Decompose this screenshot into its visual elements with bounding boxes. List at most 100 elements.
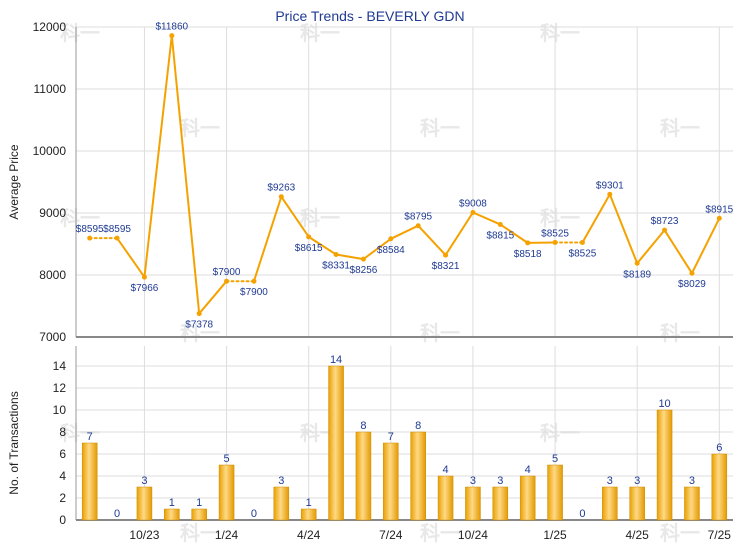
price-line-segment	[690, 217, 721, 275]
txn-bar-label: 7	[87, 431, 93, 443]
txn-bar-label: 3	[607, 475, 613, 487]
txn-bar-label: 3	[689, 475, 695, 487]
txn-bar-label: 5	[552, 453, 558, 465]
txn-x-tick-label: 10/24	[458, 528, 488, 542]
txn-y-axis-title: No. of Transactions	[7, 391, 21, 494]
watermark-text: 科一	[300, 21, 340, 45]
txn-bar	[465, 486, 481, 521]
txn-bar-label: 3	[634, 475, 640, 487]
price-line-segment	[280, 195, 310, 238]
price-y-tick-label: 12000	[33, 20, 67, 34]
watermark-text: 科一	[60, 421, 100, 445]
price-point	[552, 239, 558, 245]
price-line-segment	[663, 229, 693, 275]
txn-bar	[273, 486, 290, 521]
watermark-text: 科一	[420, 116, 460, 140]
price-data-label: $8525	[569, 248, 597, 259]
price-point	[333, 251, 339, 257]
txn-bar	[629, 486, 645, 521]
price-point	[607, 191, 613, 197]
txn-bar	[711, 453, 728, 521]
price-line-segment	[116, 237, 146, 279]
txn-x-tick-label: 4/25	[626, 528, 650, 542]
price-point	[388, 236, 394, 242]
price-point	[443, 252, 449, 258]
price-line-segment	[252, 195, 283, 283]
watermark-text: 科一	[660, 116, 700, 140]
price-line-segment	[143, 34, 173, 279]
price-point	[716, 215, 722, 221]
watermark-text: 科一	[180, 521, 220, 545]
watermark-text: 科一	[60, 206, 100, 230]
price-point	[278, 194, 284, 200]
txn-bar-label: 0	[114, 508, 120, 520]
watermark-text: 科一	[540, 21, 580, 45]
txn-bar-label: 6	[716, 442, 722, 454]
txn-x-tick-label: 7/24	[379, 528, 403, 542]
txn-bar	[218, 464, 235, 521]
price-point	[470, 210, 476, 216]
transactions-panel: 10/23 1/24 4/24 7/24 10/24 1/25 4/25 7/25 0 2 4 6 8 1…	[7, 346, 733, 542]
price-line-segment	[608, 193, 639, 265]
watermark-text: 科一	[420, 521, 460, 545]
price-data-label: $8518	[514, 249, 542, 260]
price-line-segment	[307, 235, 338, 256]
watermark-text: 科一	[60, 21, 100, 45]
price-data-label: $9263	[267, 183, 295, 194]
txn-bar-label: 8	[415, 420, 421, 432]
price-point	[579, 239, 585, 245]
txn-y-tick-label: 8	[59, 425, 66, 439]
txn-bar-label: 1	[196, 497, 202, 509]
txn-bar-label: 0	[251, 508, 257, 520]
price-line-segment	[417, 224, 447, 257]
price-data-label: $9008	[459, 199, 487, 210]
price-point	[141, 274, 147, 280]
price-data-label: $7378	[185, 320, 213, 331]
price-data-label: $7966	[131, 283, 159, 294]
txn-bar-label: 10	[658, 398, 670, 410]
txn-bar	[602, 486, 618, 521]
price-data-label: $7900	[240, 287, 268, 298]
txn-y-tick-label: 6	[59, 447, 66, 461]
txn-bar	[328, 365, 344, 521]
watermark-text: 科一	[420, 321, 460, 345]
price-point	[196, 311, 202, 317]
price-y-axis-title: Average Price	[7, 144, 21, 219]
watermark-text: 科一	[540, 206, 580, 230]
price-data-label: $8189	[623, 269, 651, 280]
watermark-text: 科一	[660, 321, 700, 345]
price-data-label: $8595	[76, 224, 104, 235]
price-point	[224, 278, 230, 284]
price-y-tick-label: 7000	[39, 330, 66, 344]
txn-bar-label: 3	[497, 475, 503, 487]
txn-bar-label: 5	[224, 453, 230, 465]
txn-bar	[355, 431, 372, 521]
price-data-label: $8795	[404, 212, 432, 223]
txn-bar-label: 0	[579, 508, 585, 520]
price-data-label: $9301	[596, 180, 624, 191]
watermark-text: 科一	[180, 321, 220, 345]
price-line-segment	[170, 34, 201, 315]
price-line-segment	[335, 253, 365, 261]
price-line-segment	[444, 211, 474, 257]
price-point	[306, 234, 312, 240]
price-data-label: $8525	[541, 228, 569, 239]
txn-bar-label: 4	[525, 464, 531, 476]
price-line-segment	[389, 224, 420, 240]
txn-bar	[81, 442, 98, 521]
price-line-segment	[581, 193, 611, 244]
txn-bar-label: 1	[306, 497, 312, 509]
price-point	[415, 223, 421, 229]
price-panel: 7000 8000 9000 10000 11000 12000 Average Price…	[7, 20, 734, 344]
txn-bar	[300, 508, 317, 521]
price-data-label: $8915	[705, 204, 733, 215]
watermark-text: 科一	[180, 116, 220, 140]
txn-bar-label: 8	[360, 420, 366, 432]
txn-bar-label: 3	[470, 475, 476, 487]
watermark-text: 科一	[660, 521, 700, 545]
txn-x-tick-label: 1/25	[543, 528, 567, 542]
price-data-label: $11860	[155, 22, 188, 33]
price-point	[169, 33, 175, 39]
